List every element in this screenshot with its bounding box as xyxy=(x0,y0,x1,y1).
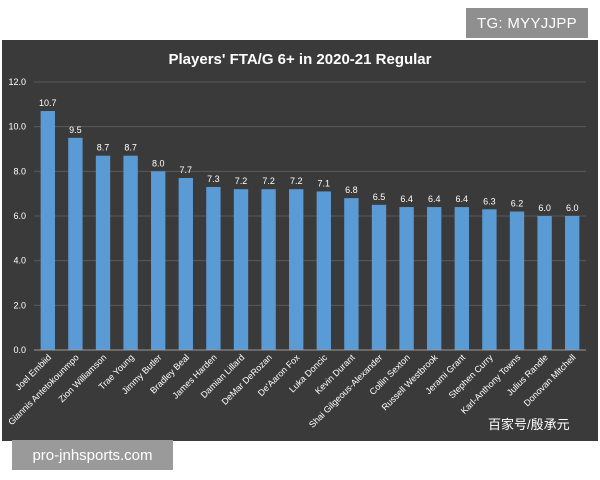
y-tick-label: 6.0 xyxy=(13,211,26,221)
data-label: 7.2 xyxy=(262,176,275,186)
bar xyxy=(565,216,580,350)
bar xyxy=(344,198,359,350)
bar xyxy=(399,207,414,350)
data-label: 6.0 xyxy=(566,203,579,213)
bar xyxy=(289,189,304,350)
data-label: 6.4 xyxy=(428,194,441,204)
x-tick-label: DeMar DeRozan xyxy=(220,352,274,406)
data-label: 6.2 xyxy=(511,199,524,209)
data-label: 8.7 xyxy=(97,143,110,153)
data-label: 6.4 xyxy=(456,194,469,204)
bars xyxy=(40,111,580,351)
x-tick-label: Zion Williamson xyxy=(56,352,108,404)
bar xyxy=(509,211,525,350)
bar xyxy=(95,155,111,350)
bar xyxy=(68,137,83,350)
y-axis-ticks: 0.0 2.0 4.0 6.0 8.0 10.0 12.0 xyxy=(8,77,26,355)
data-label: 6.0 xyxy=(538,203,551,213)
bar xyxy=(454,207,469,350)
data-label: 7.2 xyxy=(235,176,248,186)
x-tick-label: Donovan Mitchell xyxy=(522,352,578,408)
bar xyxy=(233,189,249,350)
y-tick-label: 4.0 xyxy=(13,256,26,266)
data-label: 8.7 xyxy=(124,143,137,153)
bar xyxy=(537,216,552,350)
data-label: 6.5 xyxy=(373,192,386,202)
bar xyxy=(316,191,331,350)
bar xyxy=(261,189,276,350)
bar xyxy=(482,209,497,350)
y-tick-label: 2.0 xyxy=(13,300,26,310)
data-label: 6.3 xyxy=(483,196,496,206)
y-tick-label: 0.0 xyxy=(13,345,26,355)
data-label: 10.7 xyxy=(39,98,57,108)
bar xyxy=(371,204,387,350)
bar xyxy=(427,207,442,350)
y-tick-label: 10.0 xyxy=(8,122,26,132)
chart-title: Players' FTA/G 6+ in 2020-21 Regular xyxy=(169,51,432,68)
bar xyxy=(178,178,193,350)
data-label: 7.1 xyxy=(318,178,331,188)
gridlines xyxy=(34,81,586,306)
y-tick-label: 8.0 xyxy=(13,166,26,176)
bar xyxy=(123,155,138,350)
bar xyxy=(206,186,221,350)
value-labels: 10.7 9.5 8.7 8.7 8.0 7.7 7.3 7.2 7.2 7.2 7.1 6.8 6.5… xyxy=(39,98,578,213)
data-label: 7.3 xyxy=(207,174,220,184)
data-label: 8.0 xyxy=(152,158,165,168)
data-label: 6.4 xyxy=(400,194,413,204)
data-label: 9.5 xyxy=(69,125,82,135)
header-tag: TG: MYYJJPP xyxy=(466,8,588,38)
bar xyxy=(151,171,166,350)
y-tick-label: 12.0 xyxy=(8,77,26,87)
data-label: 7.7 xyxy=(180,165,193,175)
bar xyxy=(40,111,55,351)
data-label: 6.8 xyxy=(345,185,358,195)
source-label: pro-jnhsports.com xyxy=(12,440,173,470)
watermark-text: 百家号/殷承元 xyxy=(488,417,570,432)
data-label: 7.2 xyxy=(290,176,303,186)
